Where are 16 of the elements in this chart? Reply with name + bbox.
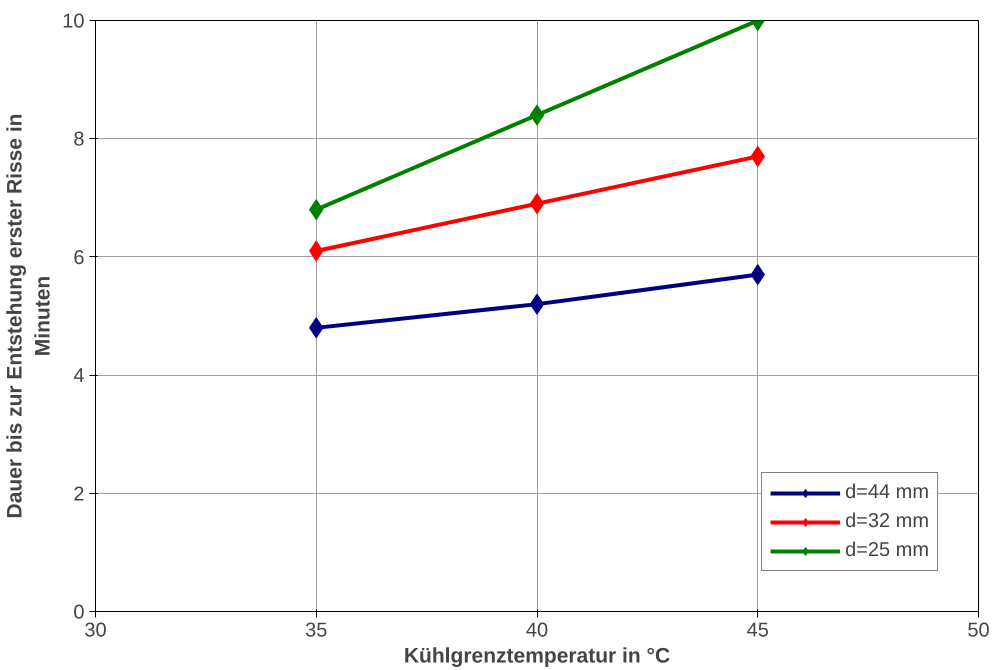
y-tick-label: 8 [73,128,84,151]
legend-label: d=44 mm [845,481,929,504]
x-tick-label: 30 [84,620,107,642]
legend-label: d=32 mm [845,510,929,533]
y-tick-label: 2 [73,483,84,506]
y-axis-title: Dauer bis zur Entstehung erster Risse in Minuten [4,114,54,518]
y-tick-label: 10 [62,10,85,32]
y-tick-label: 4 [73,365,84,388]
legend-label: d=25 mm [845,539,929,562]
x-tick-label: 50 [967,620,990,642]
y-tick-label: 0 [73,602,84,624]
y-tick-label: 6 [73,246,84,269]
x-tick-label: 40 [526,620,548,642]
x-tick-label: 45 [746,620,769,642]
x-axis-title: Kühlgrenztemperatur in °C [404,644,670,668]
x-tick-label: 35 [305,620,328,642]
